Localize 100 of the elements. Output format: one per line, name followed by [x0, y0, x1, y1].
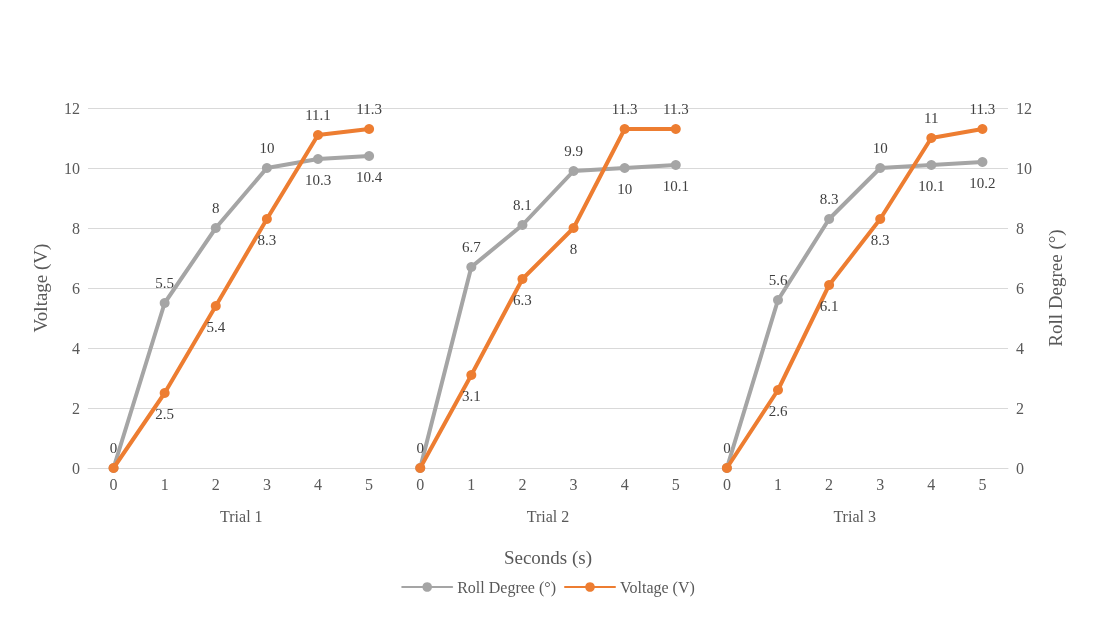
data-label: 8 — [569, 240, 578, 257]
point — [568, 166, 579, 176]
x-tick-label: 1 — [774, 475, 782, 493]
data-label: 8.3 — [257, 231, 277, 248]
data-label: 11.3 — [611, 100, 638, 117]
data-label: 8.3 — [870, 231, 890, 248]
data-label: 11 — [924, 109, 939, 126]
point — [517, 220, 528, 230]
point — [210, 301, 221, 311]
y-tick-label: 6 — [72, 279, 80, 297]
data-label: 8 — [212, 199, 220, 216]
x-tick-label: 2 — [825, 475, 834, 493]
point — [159, 298, 170, 308]
x-tick-label: 0 — [722, 475, 731, 493]
y2-axis-title: Roll Degree (°) — [1045, 229, 1067, 347]
y-tick-label: 4 — [72, 339, 80, 357]
y-tick-label: 2 — [72, 399, 80, 417]
y-tick-label: 8 — [72, 219, 80, 237]
data-label: 8.1 — [513, 196, 532, 213]
data-label: 10 — [617, 180, 633, 197]
data-label: 10 — [872, 139, 888, 156]
text: Trial 1 — [220, 507, 263, 525]
x-tick-label: 0 — [416, 475, 425, 493]
point — [875, 214, 886, 224]
point — [773, 295, 783, 305]
y2-tick-label: 10 — [1016, 159, 1032, 177]
point — [926, 160, 937, 170]
point — [261, 214, 272, 224]
point — [517, 274, 528, 284]
data-label: 11.3 — [356, 100, 382, 117]
point — [670, 124, 681, 134]
y2-tick-label: 6 — [1016, 279, 1024, 297]
point — [619, 124, 630, 134]
y2-tick-label: 0 — [1016, 459, 1024, 477]
x-tick-label: 3 — [569, 475, 578, 493]
data-label: 0 — [723, 439, 731, 456]
x-tick-label: 4 — [927, 475, 936, 493]
point — [926, 133, 937, 143]
point — [313, 154, 323, 164]
x-tick-label: 5 — [671, 475, 680, 493]
data-label: 8.3 — [819, 190, 839, 207]
y2-tick-label: 12 — [1016, 99, 1032, 117]
point — [210, 223, 221, 233]
point — [466, 262, 477, 272]
x-axis-title: Seconds (s) — [503, 547, 593, 569]
data-label: 10.4 — [355, 168, 383, 185]
data-label: 0 — [109, 439, 118, 456]
point — [670, 160, 681, 170]
data-label: 10.2 — [969, 174, 996, 191]
point — [773, 385, 783, 395]
data-label: 10.1 — [662, 177, 689, 194]
text: Trial 3 — [833, 507, 876, 525]
x-tick-label: 2 — [211, 475, 220, 493]
y-tick-label: 12 — [64, 99, 80, 117]
point — [977, 124, 988, 134]
x-tick-label: 3 — [262, 475, 271, 493]
data-label: 2.6 — [768, 402, 788, 419]
y-tick-label: 10 — [64, 159, 80, 177]
x-tick-label: 1 — [160, 475, 169, 493]
x-tick-label: 3 — [876, 475, 885, 493]
data-label: 2.5 — [155, 405, 175, 422]
data-label: 11.3 — [969, 100, 996, 117]
data-label: 11.1 — [305, 106, 331, 123]
point — [824, 214, 835, 224]
point — [261, 163, 272, 173]
y2-tick-label: 4 — [1016, 339, 1024, 357]
data-label: 10 — [259, 139, 275, 156]
y-tick-label: 0 — [72, 459, 80, 477]
data-label: 10.1 — [918, 177, 945, 194]
x-tick-label: 2 — [518, 475, 527, 493]
data-label: 6.3 — [513, 291, 532, 308]
x-tick-label: 4 — [620, 475, 629, 493]
point — [824, 280, 835, 290]
point — [875, 163, 886, 173]
point — [364, 151, 375, 161]
data-label: 5.4 — [206, 318, 226, 335]
legend-label: Voltage (V) — [620, 578, 695, 597]
data-label: 6.7 — [461, 238, 482, 255]
y-axis-title: Voltage (V) — [30, 243, 52, 333]
point — [568, 223, 579, 233]
x-tick-label: 0 — [109, 475, 118, 493]
point — [313, 130, 323, 140]
point — [466, 370, 477, 380]
legend-label: Roll Degree (°) — [457, 578, 557, 597]
x-tick-label: 1 — [467, 475, 476, 493]
data-label: 5.5 — [155, 274, 175, 291]
text: Trial 2 — [526, 507, 570, 525]
data-label: 0 — [416, 439, 424, 456]
x-tick-label: 5 — [978, 475, 987, 493]
point — [159, 388, 170, 398]
data-label: 10.3 — [304, 171, 332, 188]
data-label: 5.6 — [768, 271, 788, 288]
point — [977, 157, 988, 167]
data-label: 9.9 — [564, 142, 583, 159]
point — [619, 163, 630, 173]
point — [364, 124, 375, 134]
x-tick-label: 4 — [314, 475, 322, 493]
y2-tick-label: 2 — [1016, 399, 1024, 417]
data-label: 3.1 — [461, 387, 481, 404]
y2-tick-label: 8 — [1016, 219, 1024, 237]
